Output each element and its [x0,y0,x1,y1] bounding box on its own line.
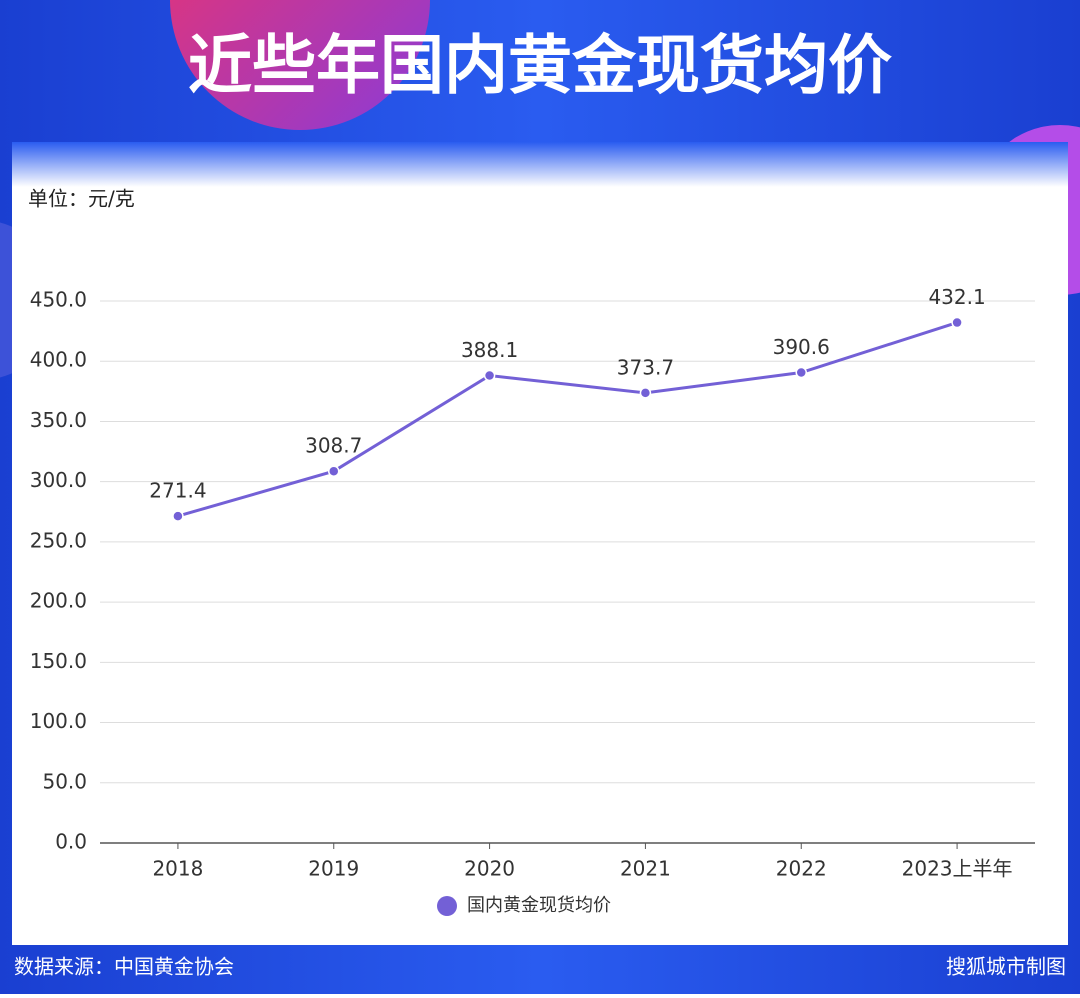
x-tick-label: 2019 [308,857,359,881]
y-tick-label: 450.0 [30,288,87,312]
y-tick-label: 350.0 [30,408,87,432]
unit-label: 单位：元/克 [28,187,135,211]
chart-title: 近些年国内黄金现货均价 [188,30,892,104]
point [795,366,807,379]
data-label: 308.7 [305,434,362,458]
point [483,369,496,382]
data-label: 388.1 [461,338,518,362]
point [328,465,340,477]
credit: 搜狐城市制图 [946,955,1066,979]
source: 数据来源：中国黄金协会 [14,955,234,979]
x-tick-label: 2018 [152,857,203,881]
data-label: 390.6 [773,335,830,359]
panel-fade [12,142,1068,187]
y-tick-label: 400.0 [30,348,87,372]
y-tick-label: 200.0 [30,589,87,613]
x-tick-label: 2021 [620,857,671,881]
point [951,316,963,329]
y-tick-label: 250.0 [30,528,87,552]
point [639,387,652,399]
data-label: 432.1 [928,285,985,309]
y-tick-label: 0.0 [55,830,87,854]
legend-label: 国内黄金现货均价 [467,895,611,916]
line [177,321,958,518]
point [172,510,184,522]
y-tick-label: 50.0 [42,769,87,793]
y-tick-label: 100.0 [30,709,87,733]
y-tick-label: 300.0 [30,468,87,492]
y-tick-label: 150.0 [30,649,87,673]
x-tick-label: 2022 [776,857,827,881]
panel [12,142,1068,945]
decor-circle [170,0,430,130]
x-tick-label: 2020 [464,857,515,881]
data-label: 373.7 [617,355,674,379]
x-tick-label: 2023上半年 [902,857,1013,881]
legend-marker [437,896,457,916]
data-label: 271.4 [149,479,206,503]
